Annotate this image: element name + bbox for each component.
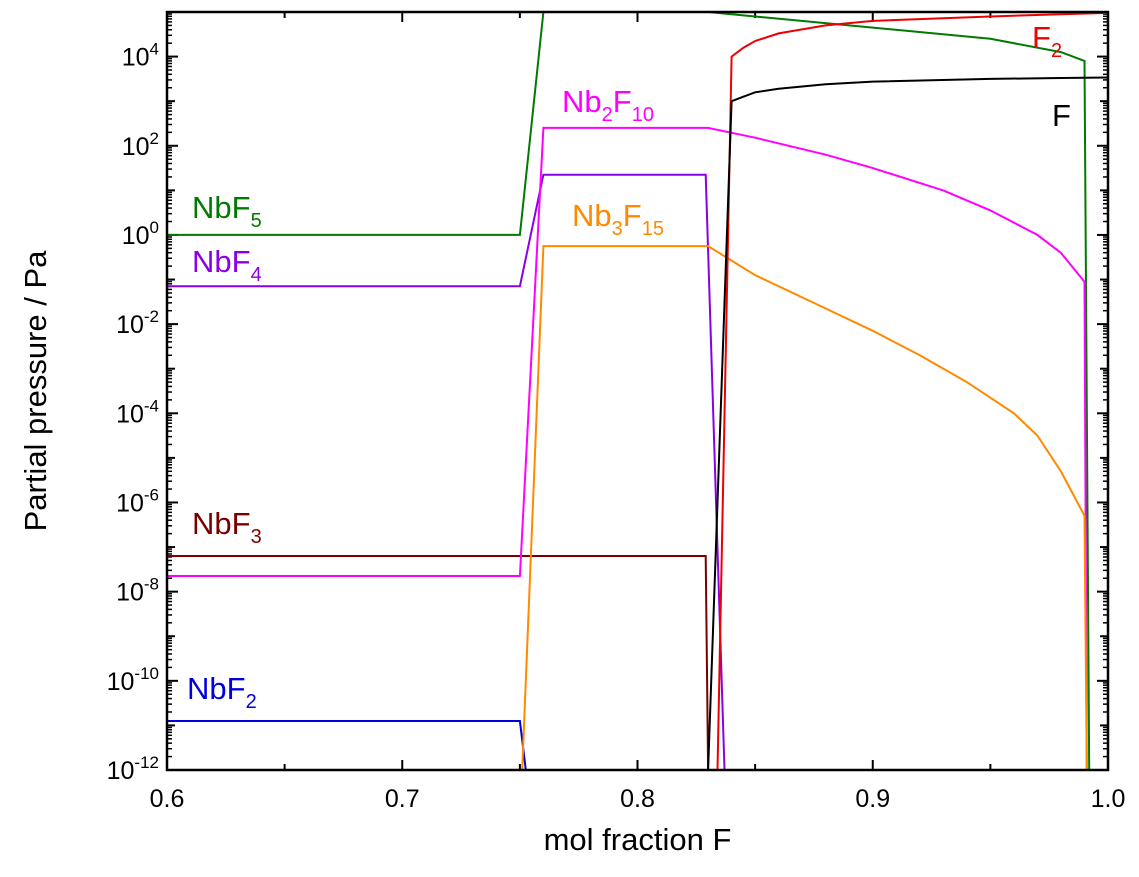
x-axis-title: mol fraction F xyxy=(544,822,732,857)
series-label-nbf2: NbF2 xyxy=(187,671,257,713)
y-tick-label: 100 xyxy=(122,218,159,250)
x-tick-label: 0.6 xyxy=(150,785,185,813)
series-line-f2 xyxy=(716,11,1109,771)
label-layer: NbF5 NbF4 NbF3 NbF2 Nb2F10 Nb3F15 F2 F xyxy=(187,20,1071,713)
series-line-nbf5 xyxy=(167,11,1091,771)
y-tick-label: 10-4 xyxy=(116,396,159,428)
plot-frame xyxy=(165,10,1110,772)
series-line-nb3f15 xyxy=(521,245,1088,771)
series-label-f: F xyxy=(1052,98,1071,133)
y-tick-label: 102 xyxy=(122,129,159,161)
x-tick-label: 0.7 xyxy=(385,785,420,813)
series-line-nbf2 xyxy=(167,720,527,771)
y-axis-title: Partial pressure / Pa xyxy=(18,250,53,532)
series-layer xyxy=(167,11,1109,771)
x-tick-label: 1.0 xyxy=(1091,785,1126,813)
series-label-nbf5: NbF5 xyxy=(192,190,262,232)
series-label-nbf4: NbF4 xyxy=(192,244,262,286)
tick-layer: 0.6 0.7 0.8 0.9 1.0 10-12 10-10 10-8 10-6 10-4 10-… xyxy=(107,11,1126,813)
series-label-nbf3: NbF3 xyxy=(192,506,262,548)
y-tick-label: 104 xyxy=(122,40,159,72)
y-tick-label: 10-12 xyxy=(107,753,159,785)
series-line-f xyxy=(707,76,1109,771)
y-tick-label: 10-8 xyxy=(116,575,159,607)
series-line-nbf4 xyxy=(167,173,726,771)
x-tick-label: 0.8 xyxy=(620,785,655,813)
series-line-nbf3 xyxy=(167,555,710,771)
series-label-f2: F2 xyxy=(1032,20,1062,62)
x-tick-label: 0.9 xyxy=(855,785,890,813)
series-line-nb2f10 xyxy=(167,126,1088,771)
series-label-nb3f15: Nb3F15 xyxy=(572,198,664,240)
y-tick-label: 10-2 xyxy=(116,307,159,339)
y-tick-label: 10-6 xyxy=(116,485,159,517)
y-tick-label: 10-10 xyxy=(107,664,159,696)
series-label-nb2f10: Nb2F10 xyxy=(562,84,654,126)
